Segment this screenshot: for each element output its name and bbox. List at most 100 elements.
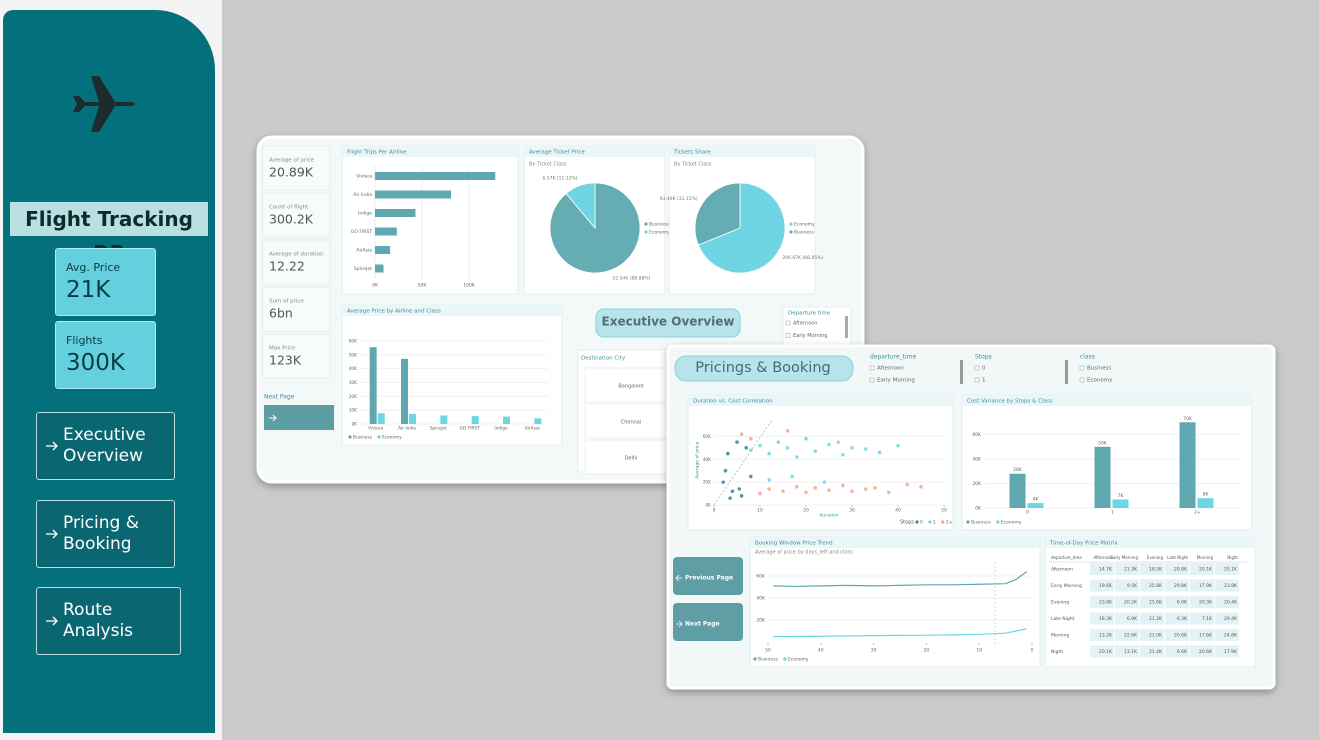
line-series [773,571,1028,588]
column-header: Early Morning [1110,555,1138,560]
arrow-icon [46,529,58,539]
nav-button[interactable]: Route Analysis [36,587,181,655]
pie-slice [697,182,786,274]
scatter-point [896,443,900,448]
cell-value: 25.6K [1149,600,1163,606]
dashboard-title: Flight Tracking DB [10,202,208,265]
column-header: Evening [1147,555,1164,560]
matrix-cell [1115,579,1139,592]
data-label: 4K [1033,497,1040,503]
x-tick-label: AirAsia [525,426,540,432]
checkbox [785,333,791,338]
scatter-point [726,451,730,456]
legend-title: Stops [900,520,914,526]
kpi-card: Avg. Price 21K [55,248,156,316]
row-header: Late Night [1051,616,1075,622]
matrix-cell [1090,612,1114,625]
scatter-point [827,488,831,492]
visual-subtitle: By Ticket Class [674,162,712,168]
scatter-point [813,486,817,490]
legend-label: Business [353,435,373,441]
bar [377,413,385,424]
scatter-point [744,446,748,450]
scatter-point [758,443,762,448]
legend-label: 0 [920,520,923,526]
checkbox [1079,365,1085,371]
list-item: Chennai [621,420,642,426]
page-banner [674,355,854,382]
y-tick-label: 40K [349,366,357,372]
kpi-label: Average of duration [269,252,324,258]
cell-value: 6.0K [1177,600,1188,606]
visual-header [688,395,953,406]
bar [1112,499,1129,508]
bar [401,358,408,424]
x-tick-label: 40 [895,508,901,514]
cell-value: 24.8K [1224,633,1238,639]
scatter-point [785,446,790,450]
checkbox [869,365,875,371]
nav-button[interactable]: Executive Overview [36,412,175,480]
bar [375,209,416,217]
sidebar: Flight Tracking DB Avg. Price 21K Flights… [3,10,215,733]
matrix-cell [1140,629,1164,641]
kpi-value: 300K [66,350,125,376]
arrow-icon [46,616,58,626]
scatter-point [749,448,753,452]
legend-label: Economy [794,222,815,228]
visual-header [750,537,1040,548]
matrix-cell [1165,645,1189,658]
scatter-point [822,480,827,484]
page-button[interactable] [673,603,743,641]
column-header: Night [1227,555,1238,560]
page-button[interactable] [673,557,743,595]
matrix-cell [1190,579,1214,592]
cell-value: 6.9K [1127,616,1138,622]
kpi-label: Average of price [269,158,315,164]
scatter-point [905,482,909,487]
checkbox [974,365,980,371]
cell-value: 23.8K [1099,600,1113,606]
scatter-point [776,440,781,444]
bar [375,246,391,254]
x-tick-label: 1 [1111,510,1114,516]
column-header: Morning [1197,555,1214,560]
row-header: Afternoon [1051,567,1073,573]
x-tick-label: 40 [818,648,824,654]
nav-button[interactable]: Pricing & Booking [36,500,175,568]
x-tick-label: Vistara [368,426,383,432]
matrix-cell [1140,579,1164,592]
legend-label: Economy [649,230,670,236]
kpi-card [262,286,331,332]
visual-subtitle: By Ticket Class [529,162,567,168]
page-title: Executive Overview [602,315,735,329]
kpi-value: 20.89K [269,165,314,180]
cell-value: 19.6K [1099,583,1113,589]
scatter-point [919,484,923,489]
cell-value: 17.9K [1199,583,1213,589]
scatter-point [737,487,742,491]
cell-value: 20.6K [1199,649,1213,655]
kpi-label: Count of flight [269,205,309,211]
kpi-card [262,192,331,238]
plane-icon [73,76,135,132]
line-series [773,628,1027,638]
matrix-cell [1190,596,1214,608]
cell-value: 18.3K [1099,616,1113,622]
axis-title: duration [820,513,839,519]
matrix-cell [1165,563,1189,575]
y-tick-label: 0K [351,422,357,428]
pie-slice [565,182,596,230]
legend-dot [377,435,381,439]
legend-label: Business [758,657,778,663]
cell-value: 20.4K [1224,600,1238,606]
cell-value: 20.3K [1199,600,1213,606]
cell-value: 14.7K [1099,567,1113,573]
bar [534,418,542,424]
visual-title: Cost Variance by Stops & Class [967,399,1053,405]
visual-header [342,305,562,316]
y-tick-label: 10K [349,408,357,414]
legend-label: Business [794,230,814,236]
scatter-point [804,490,808,495]
cell-value: 6.3K [1177,616,1188,622]
